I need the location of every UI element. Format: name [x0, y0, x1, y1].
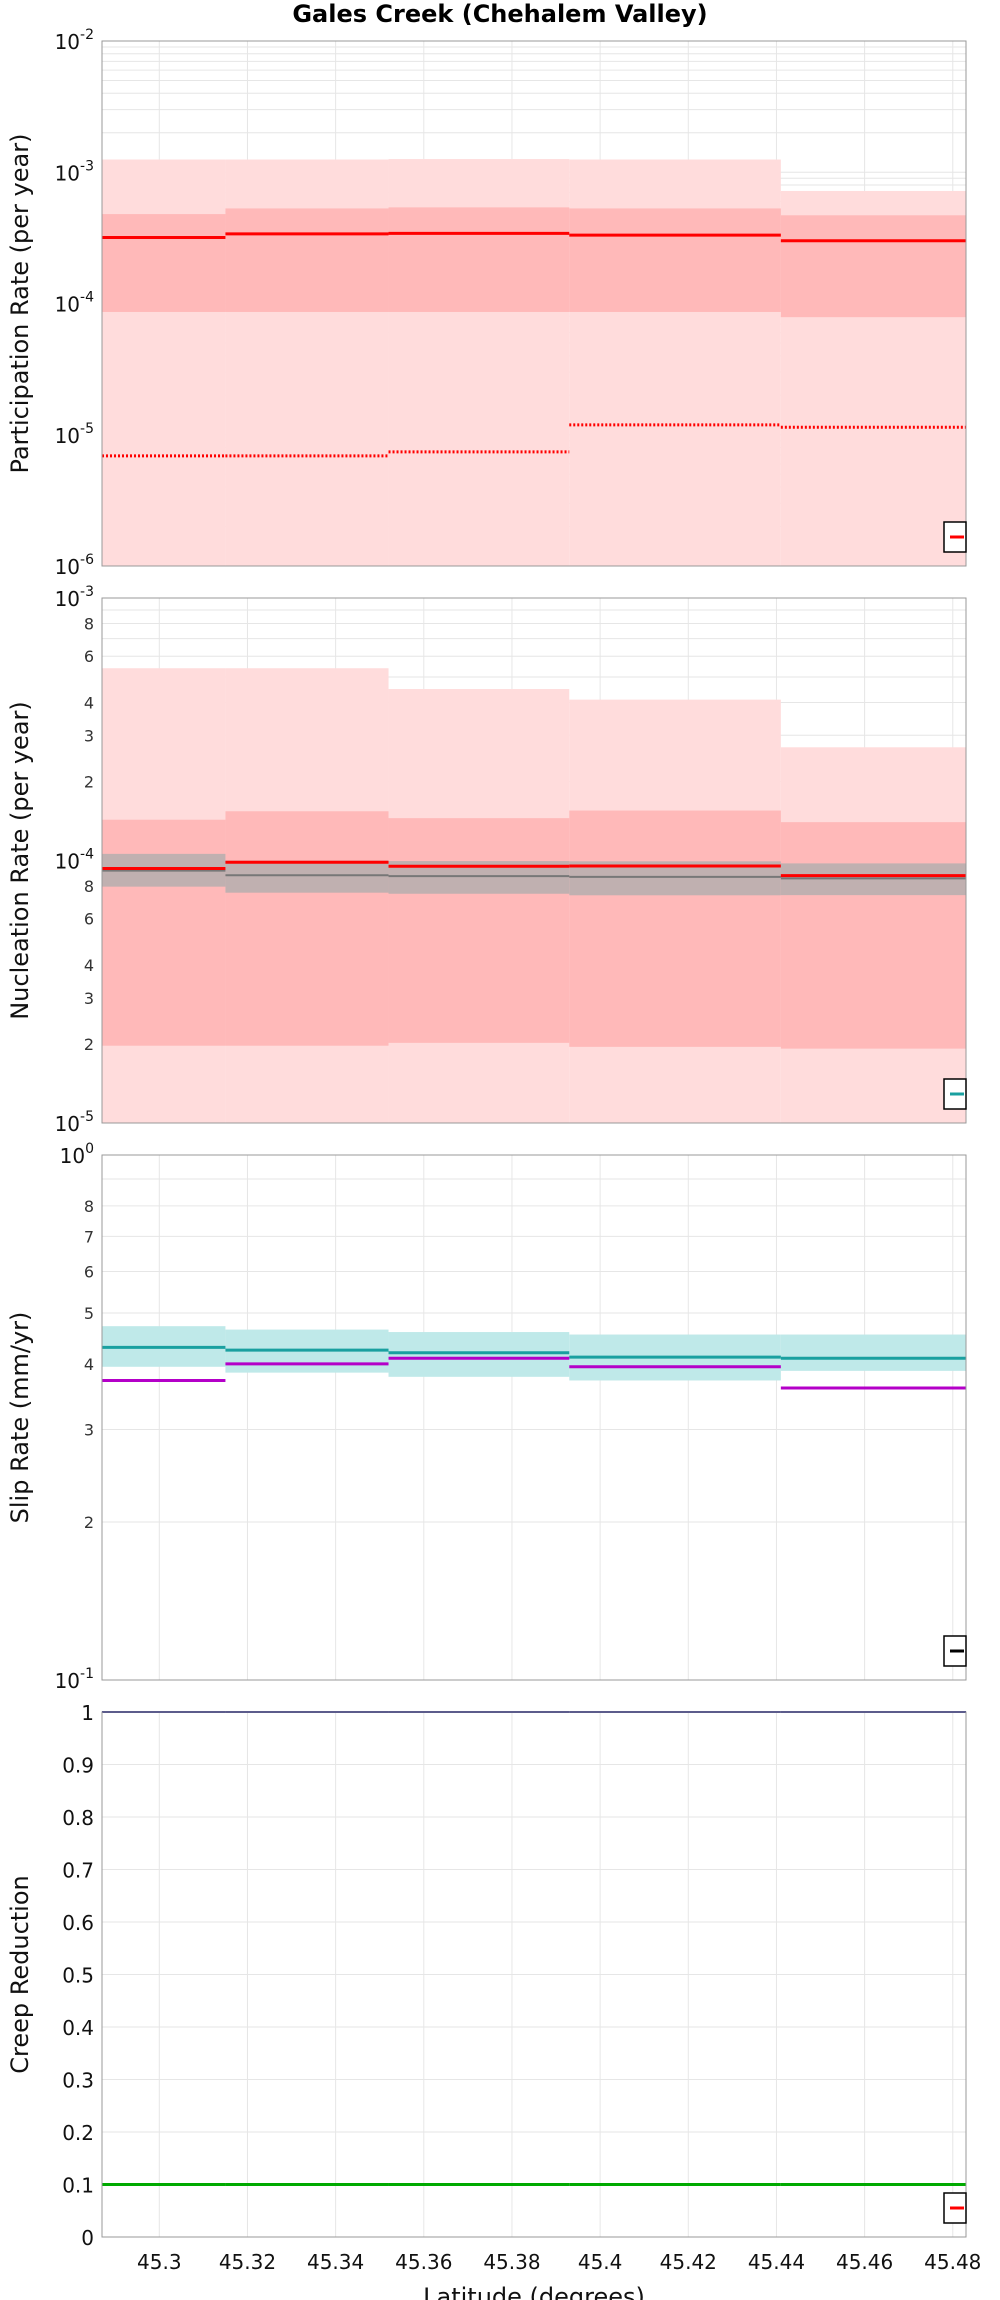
y-minor-tick-label: 8 — [84, 1197, 94, 1216]
gray-band-bar — [225, 860, 389, 893]
inner-band-bar — [780, 215, 966, 318]
teal-band-bar — [780, 1334, 966, 1371]
panel-creep-reduction: 0 0.1 0.2 0.3 0.4 0.5 0.6 0.7 0.8 0.9 1 Creep Reduc… — [6, 1701, 981, 2300]
y-minor-tick-label: 2 — [84, 772, 94, 791]
x-tick-label: 45.38 — [483, 2250, 540, 2274]
y-minor-tick-label: 4 — [84, 956, 94, 975]
panels: 10-6 10-5 10-4 10-3 10-2 Participation Rate (… — [6, 27, 981, 2300]
y-tick-label: 10-1 — [55, 1666, 94, 1693]
y-tick-label: 0.6 — [62, 1911, 94, 1935]
inner-band-bar — [102, 819, 226, 1046]
y-tick-label: 0.2 — [62, 2121, 94, 2145]
plot-frame — [101, 1711, 967, 2238]
x-tick-label: 45.4 — [578, 2250, 623, 2274]
y-minor-tick-label: 2 — [84, 1035, 94, 1054]
y-axis-label: Nucleation Rate (per year) — [6, 701, 34, 1020]
inner-band-bar — [569, 208, 781, 312]
panel-slip-rate: 10-1 100 2 3 4 5 6 7 8 Slip Rate (mm/yr) — [6, 1141, 967, 1693]
x-tick-label: 45.46 — [836, 2250, 893, 2274]
y-tick-label: 0.7 — [62, 1859, 94, 1883]
y-minor-tick-label: 6 — [84, 910, 94, 929]
y-tick-label: 10-3 — [55, 584, 94, 611]
x-tick-label: 45.48 — [924, 2250, 981, 2274]
x-tick-label: 45.3 — [137, 2250, 182, 2274]
inner-band-bar — [225, 208, 389, 312]
panel-participation-rate: 10-6 10-5 10-4 10-3 10-2 Participation Rate (… — [6, 27, 967, 579]
y-minor-tick-label: 8 — [84, 614, 94, 633]
plot-frame — [101, 597, 967, 1124]
x-tick-label: 45.34 — [307, 2250, 364, 2274]
x-tick-label: 45.32 — [219, 2250, 276, 2274]
y-minor-tick-label: 3 — [84, 726, 94, 745]
y-minor-tick-label: 7 — [84, 1227, 94, 1246]
y-tick-label: 0 — [81, 2226, 94, 2250]
x-tick-label: 45.36 — [395, 2250, 452, 2274]
inner-band-bar — [388, 207, 570, 312]
y-tick-label: 10-6 — [55, 552, 95, 579]
y-minor-tick-label: 2 — [84, 1513, 94, 1532]
y-minor-tick-label: 3 — [84, 989, 94, 1008]
y-tick-label: 0.5 — [62, 1964, 94, 1988]
y-tick-label: 0.8 — [62, 1806, 94, 1830]
y-minor-tick-label: 4 — [84, 693, 94, 712]
y-minor-tick-label: 3 — [84, 1421, 94, 1440]
y-tick-label: 0.4 — [62, 2016, 94, 2040]
y-tick-label: 10-4 — [55, 290, 95, 317]
y-axis-label: Participation Rate (per year) — [6, 134, 34, 474]
x-tick-label: 45.42 — [660, 2250, 717, 2274]
y-minor-tick-label: 4 — [84, 1355, 94, 1374]
y-tick-label: 0.1 — [62, 2174, 94, 2198]
y-tick-label: 10-5 — [55, 421, 94, 448]
y-tick-label: 10-2 — [55, 27, 94, 54]
inner-band-bar — [225, 811, 389, 1046]
y-tick-label: 10-5 — [55, 1109, 94, 1136]
plot-frame — [101, 40, 967, 567]
panel-nucleation-rate: 10-5 10-4 10-3 2 3 4 6 8 2 3 4 6 8 Nucleation Rate (p… — [6, 584, 967, 1136]
y-tick-label: 100 — [60, 1141, 94, 1168]
y-axis-label: Slip Rate (mm/yr) — [6, 1312, 34, 1524]
y-tick-label: 10-3 — [55, 158, 94, 185]
inner-band-bar — [780, 822, 966, 1049]
y-minor-tick-label: 8 — [84, 877, 94, 896]
y-minor-tick-label: 5 — [84, 1304, 94, 1323]
figure-title: Gales Creek (Chehalem Valley) — [292, 0, 707, 28]
y-tick-label: 0.9 — [62, 1754, 94, 1778]
y-minor-tick-label: 6 — [84, 647, 94, 666]
inner-band-bar — [388, 818, 570, 1043]
plot-frame — [101, 1154, 967, 1681]
inner-band-bar — [569, 810, 781, 1047]
y-minor-tick-label: 6 — [84, 1262, 94, 1281]
y-tick-label: 0.3 — [62, 2069, 94, 2093]
x-tick-label: 45.44 — [748, 2250, 805, 2274]
y-axis-label: Creep Reduction — [6, 1875, 34, 2073]
y-tick-label: 10-4 — [55, 847, 95, 874]
teal-band-bar — [388, 1332, 570, 1377]
x-axis-label: Latitude (degrees) — [423, 2283, 645, 2300]
y-tick-label: 1 — [81, 1701, 94, 1725]
inner-band-bar — [102, 214, 226, 312]
